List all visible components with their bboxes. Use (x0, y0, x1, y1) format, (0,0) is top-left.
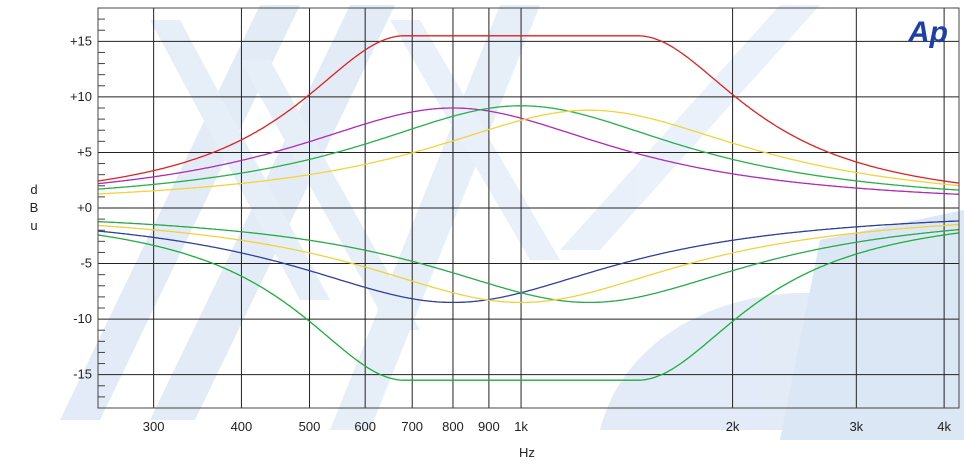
watermark-block (780, 210, 964, 440)
ap-logo: Ap (907, 16, 948, 49)
watermark-beam-1 (60, 5, 300, 420)
x-tick-label: 900 (478, 419, 500, 434)
watermark-cross-1 (150, 20, 330, 300)
series-line-8 (98, 223, 959, 304)
y-tick-label: -5 (80, 256, 92, 271)
y-tick-label: +15 (70, 33, 92, 48)
x-tick-label: 2k (726, 419, 740, 434)
series-line-3 (98, 107, 959, 195)
grid-lines (98, 8, 959, 408)
x-tick-label: 800 (442, 419, 464, 434)
y-tick-label: +0 (77, 200, 92, 215)
x-tick-label: 300 (143, 419, 165, 434)
y-tick-label: -15 (73, 367, 92, 382)
x-tick-label: 1k (514, 419, 528, 434)
series-line-4 (98, 220, 959, 304)
series-layer (98, 35, 959, 381)
watermark-cross-3 (390, 20, 560, 260)
x-axis-label: Hz (519, 445, 535, 460)
x-tick-label: 500 (299, 419, 321, 434)
series-line-5 (98, 105, 959, 191)
plot-frame (97, 7, 960, 409)
x-tick-label: 600 (354, 419, 376, 434)
watermark-beam-4 (560, 5, 820, 250)
x-tick-label: 700 (401, 419, 423, 434)
y-tick-label: +10 (70, 89, 92, 104)
series-line-7 (98, 109, 959, 195)
series-line-6 (98, 220, 959, 304)
series-line-1 (98, 35, 959, 184)
x-tick-labels: 300 400 500 600 700 800 900 1k 2k 3k 4k (143, 419, 952, 434)
x-tick-label: 3k (849, 419, 863, 434)
y-axis-label-letter-1: d (30, 182, 37, 197)
x-tick-label: 400 (231, 419, 253, 434)
y-tick-label: +5 (77, 144, 92, 159)
y-axis-label-letter-3: u (30, 218, 37, 233)
y-tick-label: -10 (73, 311, 92, 326)
watermark-cross-2 (240, 60, 420, 330)
x-tick-label: 4k (937, 419, 951, 434)
series-line-2 (98, 232, 959, 381)
y-axis-label-letter-2: B (30, 200, 39, 215)
y-tick-labels: +15 +10 +5 +0 -5 -10 -15 (70, 33, 92, 381)
